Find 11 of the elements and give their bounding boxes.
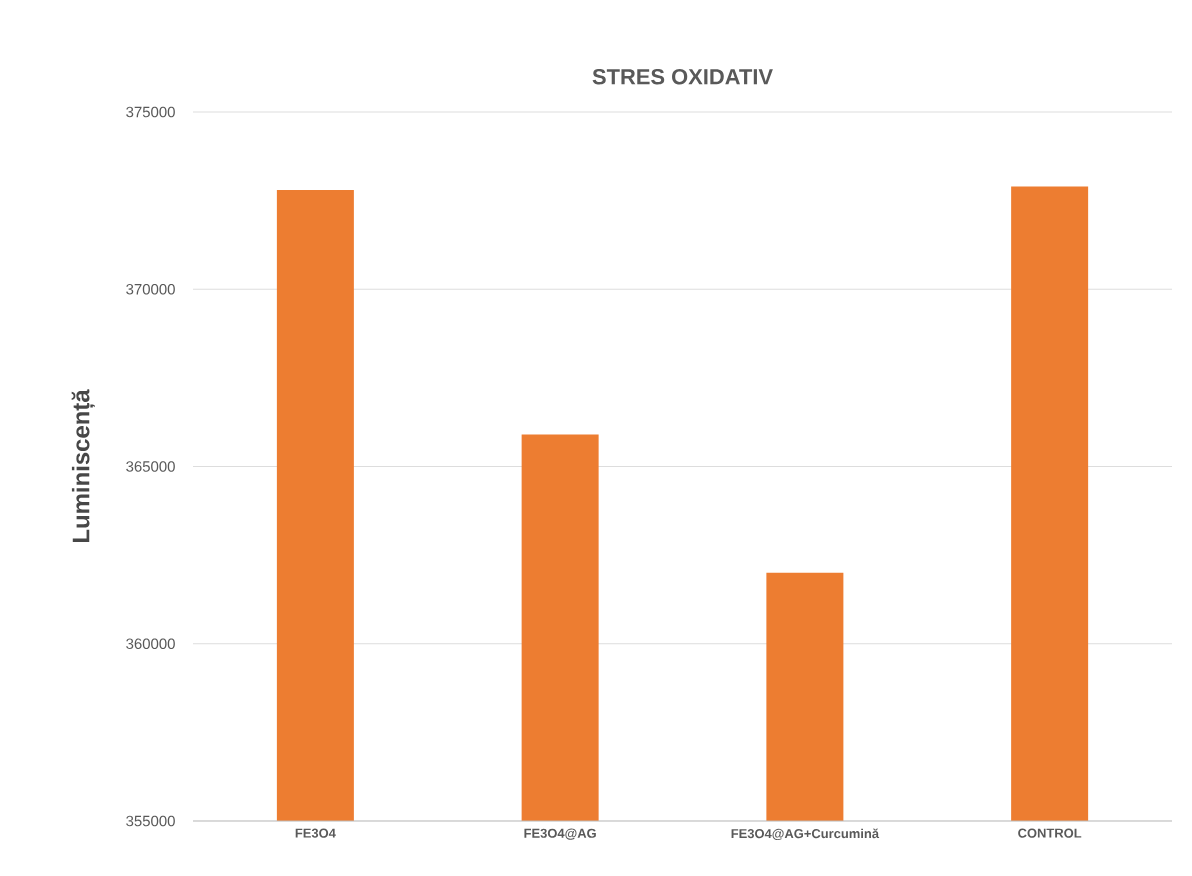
y-tick-label: 355000 [126,815,175,827]
y-tick-label: 360000 [126,638,175,650]
chart-title: STRES OXIDATIV [592,68,773,85]
x-tick-label: CONTROL [1018,828,1082,838]
x-tick-label: FE3O4@AG+Curcumină [731,828,880,841]
y-axis-title: Luminiscență [71,389,95,542]
x-tick-label: FE3O4@AG [524,828,596,840]
y-tick-label: 375000 [126,106,175,118]
y-tick-label: 370000 [126,283,175,295]
x-tick-label: FE3O4 [295,828,336,838]
y-tick-label: 365000 [126,461,175,472]
